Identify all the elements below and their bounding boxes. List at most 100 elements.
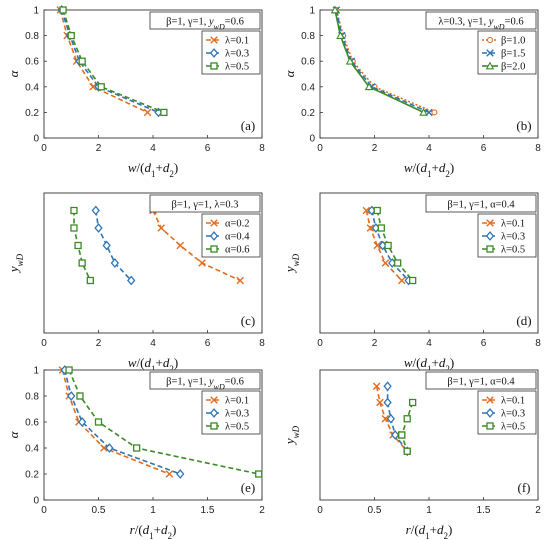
x-tick-label: 2	[96, 338, 102, 349]
data-point	[77, 417, 87, 427]
legend-entry: λ=0.1	[206, 36, 249, 47]
x-tick-label: 6	[481, 338, 487, 349]
x-tick-label: 1.5	[477, 505, 491, 516]
legend-entry: β=2.0	[482, 62, 525, 73]
chart-panel: 0 2 4 6 8 0 0.2 0.4 0.6 0.8 1 w/(d1+d2) α β=1, γ=1, y…	[6, 5, 265, 179]
x-axis-label: w/(d1+d2)	[128, 160, 178, 179]
plot-area	[319, 369, 539, 501]
data-point	[70, 206, 78, 215]
x-tick-label: 8	[535, 338, 541, 349]
chart-panel: 0 0.5 1 1.5 2 r/(d1+d2) ywD β=1, γ=1, α=0.4 λ=0.…	[282, 369, 541, 540]
legend-marker	[486, 245, 494, 253]
legend-label: λ=0.3	[501, 409, 525, 420]
x-tick-label: 2	[372, 143, 378, 154]
panel-tag: (f)	[518, 480, 531, 495]
series-line	[63, 369, 181, 475]
y-tick-label: 0.8	[301, 31, 315, 42]
legend-label: λ=0.1	[501, 219, 525, 230]
x-tick-label: 0	[317, 338, 323, 349]
legend-marker	[486, 36, 494, 44]
y-tick-label: 0	[33, 496, 39, 507]
data-point	[86, 276, 94, 285]
x-tick-label: 0	[41, 338, 47, 349]
legend-label: α=0.2	[225, 219, 250, 230]
x-tick-label: 0.5	[368, 505, 382, 516]
data-point	[383, 381, 392, 392]
legend-entry: α=0.6	[206, 245, 250, 256]
chart-panel: 0 0.5 1 1.5 2 0 0.2 0.4 0.6 0.8 1 r/(d1+d2) α β=1, γ=…	[6, 365, 265, 540]
y-tick-label: 0	[309, 134, 315, 145]
data-point	[143, 108, 152, 117]
legend-label: α=0.4	[225, 232, 250, 243]
legend-marker	[486, 219, 494, 227]
legend-label: λ=0.3	[225, 409, 249, 420]
series-line	[152, 210, 241, 282]
legend-label: λ=0.1	[225, 36, 249, 47]
legend-entry: λ=0.3	[206, 48, 249, 60]
y-tick-label: 0	[33, 134, 39, 145]
legend-label: λ=0.5	[501, 422, 525, 433]
data-point	[376, 398, 384, 407]
legend-marker	[209, 231, 219, 241]
legend-label: α=0.6	[225, 245, 250, 256]
legend-marker	[210, 219, 218, 227]
data-point	[102, 240, 111, 251]
series-line	[60, 9, 159, 114]
chart-panel: 0 2 4 6 8 w/(d1+d2) ywD β=1, γ=1, λ=0.3 α=0.2 α=0…	[6, 192, 265, 374]
x-tick-label: 4	[150, 338, 156, 349]
data-point	[362, 206, 371, 215]
legend-label: λ=0.5	[501, 245, 525, 256]
chart-panel: 0 2 4 6 8 w/(d1+d2) ywD β=1, γ=1, α=0.4 λ=0.1 λ=0…	[282, 192, 541, 374]
data-point	[391, 430, 400, 440]
data-point	[94, 418, 103, 426]
data-point	[236, 276, 244, 285]
y-tick-label: 1	[33, 366, 39, 377]
data-point	[394, 259, 402, 267]
panel-tag: (a)	[241, 118, 255, 133]
y-tick-label: 0.6	[25, 418, 39, 429]
data-point	[408, 276, 417, 285]
y-tick-label: 0.2	[25, 108, 39, 119]
x-axis-label: w/(d1+d2)	[404, 160, 454, 179]
data-point	[431, 109, 438, 116]
x-tick-label: 0	[317, 143, 323, 154]
x-tick-label: 2	[96, 143, 102, 154]
y-tick-label: 0.8	[25, 392, 39, 403]
x-tick-label: 1	[150, 505, 156, 516]
data-series	[65, 366, 263, 478]
series-line	[61, 369, 170, 475]
x-tick-label: 0.5	[92, 505, 106, 516]
data-point	[373, 206, 381, 215]
y-axis-label: ywD	[282, 425, 301, 446]
legend-marker	[210, 422, 218, 430]
data-series	[59, 6, 168, 117]
legend-label: β=1.0	[501, 36, 525, 47]
header-box	[425, 371, 537, 390]
legend-marker	[486, 49, 494, 57]
data-point	[403, 415, 411, 423]
data-point	[408, 398, 417, 407]
x-tick-label: 4	[426, 143, 432, 154]
data-point	[67, 391, 76, 401]
legend-entry: λ=0.5	[206, 62, 249, 73]
data-point	[381, 259, 390, 267]
legend-entry: β=1.5	[482, 49, 525, 60]
data-point	[97, 83, 105, 91]
data-point	[91, 205, 100, 216]
legend-label: β=2.0	[501, 62, 525, 73]
legend-entry: β=1.0	[482, 36, 525, 47]
x-tick-label: 0	[41, 143, 47, 154]
panel-header: β=1, γ=1, α=0.4	[447, 200, 515, 211]
data-point	[78, 57, 86, 65]
y-axis-label: ywD	[6, 253, 25, 274]
x-tick-label: 0	[41, 505, 47, 516]
data-point	[345, 56, 355, 65]
legend-entry: λ=0.1	[482, 219, 525, 230]
legend-marker	[485, 231, 495, 241]
x-tick-label: 6	[481, 143, 487, 154]
x-tick-label: 4	[426, 338, 432, 349]
panel-tag: (b)	[516, 118, 531, 133]
data-point	[78, 259, 86, 267]
data-point	[377, 224, 385, 232]
